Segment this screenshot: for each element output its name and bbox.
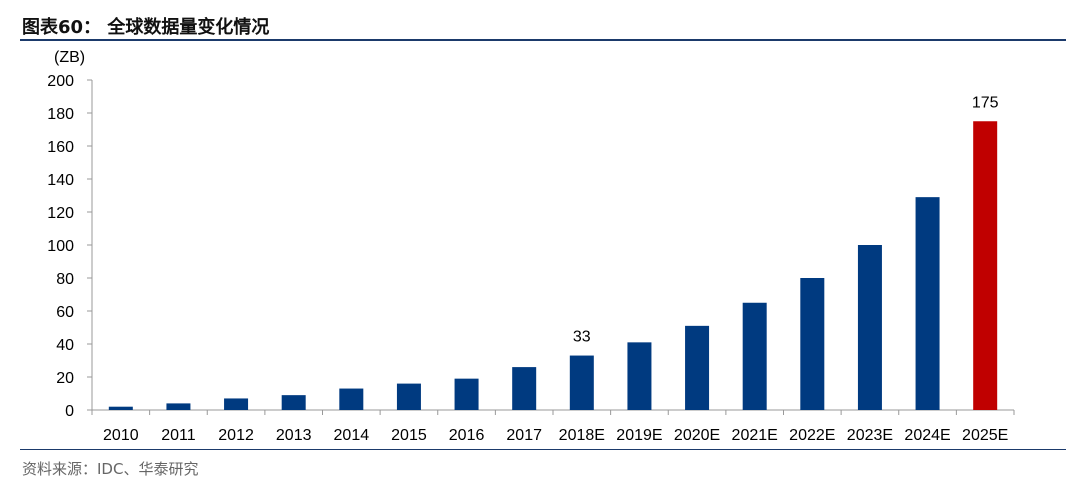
bar-2025E bbox=[973, 121, 998, 410]
y-tick-label: 60 bbox=[56, 304, 74, 321]
data-label-2018E: 33 bbox=[573, 329, 591, 346]
bottom-rule bbox=[20, 449, 1066, 450]
x-tick-label: 2021E bbox=[732, 427, 778, 444]
x-tick-label: 2013 bbox=[276, 427, 312, 444]
y-tick-label: 160 bbox=[47, 139, 74, 156]
bar-2015 bbox=[396, 383, 421, 410]
y-tick-label: 40 bbox=[56, 337, 74, 354]
x-tick-label: 2011 bbox=[161, 427, 196, 444]
top-rule bbox=[20, 39, 1066, 41]
y-axis-unit-label: (ZB) bbox=[54, 49, 85, 66]
x-tick-label: 2014 bbox=[334, 427, 370, 444]
bar-2010 bbox=[108, 406, 133, 410]
x-tick-label: 2024E bbox=[904, 427, 950, 444]
bar-2014 bbox=[339, 388, 364, 410]
chart-area: (ZB) 33 175 2010 2011 2012 2013 2014 2015 2016 2… bbox=[0, 40, 1080, 454]
x-tick-label: 2019E bbox=[616, 427, 662, 444]
source-note: 资料来源：IDC、华泰研究 bbox=[22, 460, 199, 478]
chart-header: 图表60： 全球数据量变化情况 bbox=[20, 6, 1066, 40]
x-tick-label: 2023E bbox=[847, 427, 893, 444]
x-tick-labels: 2010 2011 2012 2013 2014 2015 2016 2017 2018E 201… bbox=[103, 427, 1008, 444]
y-tick-label: 180 bbox=[47, 106, 74, 123]
bar-2021E bbox=[742, 302, 767, 410]
bar-2012 bbox=[224, 398, 249, 410]
bar-2011 bbox=[166, 403, 191, 410]
x-tick-label: 2025E bbox=[962, 427, 1008, 444]
data-labels: 33 175 bbox=[573, 94, 999, 345]
x-tick-label: 2016 bbox=[449, 427, 485, 444]
bar-2013 bbox=[281, 395, 306, 410]
y-tick-label: 120 bbox=[47, 205, 74, 222]
chart-title: 图表60： 全球数据量变化情况 bbox=[22, 17, 270, 38]
data-label-2025E: 175 bbox=[972, 94, 999, 111]
x-tick-label: 2010 bbox=[103, 427, 139, 444]
y-tick-label: 200 bbox=[47, 73, 74, 90]
bar-2020E bbox=[685, 325, 710, 410]
bars bbox=[108, 121, 998, 410]
y-tick-label: 80 bbox=[56, 271, 74, 288]
y-tick-label: 140 bbox=[47, 172, 74, 189]
bar-2022E bbox=[800, 278, 825, 410]
y-tick-label: 20 bbox=[56, 370, 74, 387]
bar-2016 bbox=[454, 378, 479, 410]
x-tick-label: 2012 bbox=[218, 427, 254, 444]
bar-2018E bbox=[569, 355, 594, 410]
x-tick-label: 2018E bbox=[559, 427, 605, 444]
x-tick-label: 2022E bbox=[789, 427, 835, 444]
x-tick-label: 2017 bbox=[506, 427, 542, 444]
x-tick-label: 2015 bbox=[391, 427, 427, 444]
y-tick-label: 100 bbox=[47, 238, 74, 255]
bar-2024E bbox=[915, 197, 940, 410]
bar-2017 bbox=[512, 367, 537, 410]
y-tick-label: 0 bbox=[65, 403, 74, 420]
y-tick-labels: 0 20 40 60 80 100 120 140 160 180 200 bbox=[47, 73, 74, 420]
bar-2023E bbox=[857, 245, 882, 410]
x-tick-label: 2020E bbox=[674, 427, 720, 444]
bar-2019E bbox=[627, 342, 652, 410]
